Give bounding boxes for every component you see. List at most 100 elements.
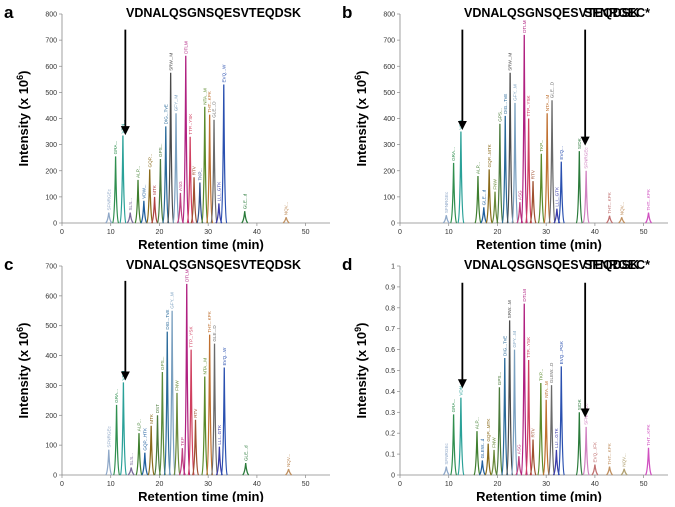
peak-23 [591,464,599,476]
y-axis-label-close: ) [354,322,369,326]
y-tick-label: 700 [45,264,57,271]
peak-label: GRA... [113,141,118,155]
y-tick-label: 400 [45,353,57,360]
peak-24 [282,217,290,224]
peptide-label: VDNALQSGNSQESVTEQDSK [464,6,639,20]
peak-label: FNW [175,380,180,391]
x-tick-label: 0 [60,229,64,236]
peak-13 [176,192,184,224]
peak-14 [182,55,190,224]
y-tick-label: 0 [391,473,395,480]
peak-label: NQV... [619,202,624,215]
peak-label: EVQ...PGK [559,340,564,364]
peak-label: NQV... [622,453,627,466]
peak-label: GPS... [158,143,163,157]
peak-20 [210,119,218,224]
y-tick-label: 800 [383,12,395,19]
peak-label: THT...KPK [607,191,612,213]
peak-label: GFY...M [513,84,518,101]
peak-label: GFY...M [174,95,179,112]
peak-label: THT...KPK [207,310,212,332]
x-axis-label: Retention time (min) [138,237,264,252]
peak-16 [190,177,198,224]
peak-12 [515,456,523,476]
peak-2 [112,404,121,476]
peptide-label: VDNALQSGNSQESVTEQDSK [126,258,301,272]
peak-19 [210,343,219,476]
peak-label: DIG...TvE [165,310,170,330]
x-tick-label: 50 [302,481,310,488]
peak-label: GRA... [451,399,456,413]
peak-21 [575,412,583,476]
y-tick-label: 200 [383,168,395,175]
peak-17 [196,182,204,224]
peak-24 [618,217,626,224]
peak-4 [474,175,482,224]
peak-label: SRW...M [508,53,513,71]
peak-label: VDN... [459,382,464,396]
x-tick-label: 40 [253,481,261,488]
peak-7 [147,425,155,476]
peak-label: ALP... [476,162,481,174]
panel-letter: a [4,3,14,22]
x-tick-label: 30 [542,481,550,488]
peak-label: NQV... [286,454,291,467]
peak-label: TKP... [197,168,202,180]
peak-label: GQP...HTK [142,427,147,451]
peak-6 [140,200,148,224]
peak-9 [156,158,165,224]
peak-25 [620,468,628,476]
arrow-head [120,126,130,136]
peak-18 [206,334,214,476]
peak-7 [146,169,154,224]
peak-label: GLE...d [481,189,486,205]
peak-label: SrDK [577,137,582,149]
y-axis-label-group: Intensity (x 106) [353,70,369,166]
peak-label: SRW...M [168,53,173,71]
peak-label: GPS... [497,372,502,386]
peak-14 [525,118,533,224]
y-tick-label: 0 [391,221,395,228]
y-tick-label: 400 [383,116,395,123]
x-tick-label: 10 [107,229,115,236]
peak-16 [537,153,545,224]
peak-label: TKP [180,437,185,446]
x-tick-label: 20 [156,481,164,488]
panel-a: a 0 100 200 300 400 500 600 700 800 0 10 20 30 40 50 Ret… [4,3,330,252]
peak-22 [582,426,590,476]
peak-1 [105,449,113,476]
peak-10 [506,320,514,476]
peak-label: GPS... [160,356,165,370]
y-tick-label: 500 [383,90,395,97]
y-tick-label: 0.6 [385,347,395,354]
peak-label: EVQ...IFK [593,441,598,463]
peak-label: GRA... [451,147,456,161]
peak-9 [501,357,509,476]
peak-label: DTLM [184,269,189,282]
peak-11 [167,72,175,224]
peak-12 [172,113,180,224]
y-tick-label: 0.3 [385,410,395,417]
peak-3 [119,382,128,476]
y-axis-label-text: Intensity (x 10 [354,80,369,167]
peak-label: LLI...GTK [554,427,559,448]
peak-label: LLI...GTK [555,186,560,207]
peak-label: TTP...YSK [189,326,194,348]
y-tick-label: 200 [45,413,57,420]
y-tick-label: 300 [383,142,395,149]
peak-5 [480,207,488,224]
peak-15 [529,181,537,224]
peak-21 [575,151,583,224]
x-tick-label: 0 [60,481,64,488]
peak-9 [501,115,509,224]
peak-label: SrDK [577,398,582,410]
y-tick-label: 200 [45,168,57,175]
peak-23 [241,211,249,224]
peak-16 [537,383,545,476]
y-tick-label: 100 [45,194,57,201]
y-tick-label: 0.2 [385,431,395,438]
peak-label: SFNRGEc [106,188,111,210]
y-tick-label: 600 [45,293,57,300]
